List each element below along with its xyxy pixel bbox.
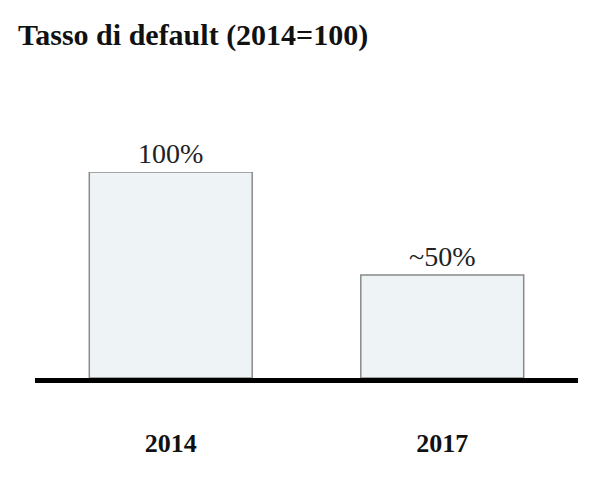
svg-text:Tasso di default (2014=100): Tasso di default (2014=100) xyxy=(18,18,368,52)
svg-text:2014: 2014 xyxy=(145,429,197,458)
svg-text:~50%: ~50% xyxy=(409,241,475,272)
svg-text:100%: 100% xyxy=(138,138,203,169)
svg-text:2017: 2017 xyxy=(416,429,468,458)
